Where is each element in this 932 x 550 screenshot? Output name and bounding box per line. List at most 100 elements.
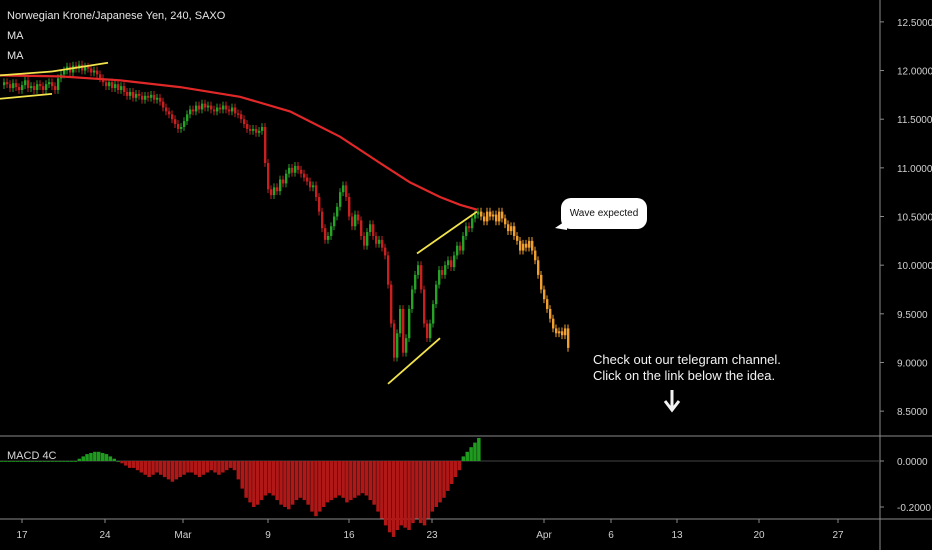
price-candle: [465, 226, 468, 236]
price-candle: [354, 214, 357, 227]
price-candle: [9, 84, 12, 89]
macd-bar: [7, 461, 12, 462]
macd-bar: [89, 452, 93, 461]
macd-bar: [395, 461, 400, 530]
macd-bar: [31, 461, 35, 462]
price-candle: [216, 107, 219, 112]
price-candle: [393, 323, 396, 358]
price-candle: [438, 270, 441, 285]
price-candle: [120, 86, 123, 91]
price-candle: [234, 107, 237, 114]
macd-bar: [65, 461, 70, 462]
macd-bar: [15, 461, 19, 462]
macd-bar: [228, 461, 233, 468]
macd-bar: [434, 461, 438, 507]
macd-bar: [225, 461, 229, 471]
macd-bar: [310, 461, 314, 512]
price-candle: [300, 169, 303, 174]
macd-bar: [461, 456, 466, 461]
ma-legend-1[interactable]: MA: [7, 30, 24, 42]
projection-candle: [498, 211, 501, 222]
projection-candle: [504, 218, 507, 225]
macd-bar: [364, 461, 369, 496]
price-candle: [150, 94, 153, 98]
price-candle: [240, 114, 243, 120]
macd-bar: [306, 461, 310, 505]
price-candle: [48, 82, 51, 85]
price-candle: [192, 109, 195, 112]
price-candle: [357, 214, 360, 221]
macd-bar: [387, 461, 392, 533]
projection-candle: [486, 211, 489, 222]
macd-legend[interactable]: MACD 4C: [7, 450, 57, 462]
projection-candle: [519, 240, 522, 251]
price-candle: [198, 105, 201, 110]
macd-bar: [248, 461, 252, 503]
macd-bar: [93, 451, 97, 461]
macd-bar: [279, 461, 283, 505]
macd-bar: [349, 461, 353, 501]
projection-candle: [528, 240, 531, 248]
macd-bar: [283, 461, 287, 507]
price-candle: [456, 245, 459, 256]
macd-bar: [147, 461, 151, 478]
price-candle: [348, 197, 351, 217]
price-candle: [15, 83, 18, 88]
projection-candle: [522, 243, 525, 251]
price-candle: [405, 338, 408, 353]
price-candle: [27, 80, 30, 89]
price-candle: [6, 82, 9, 85]
price-candle: [297, 165, 300, 170]
projection-candle: [549, 308, 552, 319]
price-candle: [21, 85, 24, 91]
macd-bar: [341, 461, 345, 498]
projection-candle: [489, 211, 492, 217]
price-candle: [195, 105, 198, 112]
macd-bar: [271, 461, 275, 496]
macd-bar: [120, 461, 124, 464]
macd-bar: [376, 461, 380, 512]
macd-bar: [403, 461, 407, 528]
price-candle: [315, 185, 318, 198]
price-candle: [30, 86, 33, 89]
time-tick-label: 24: [99, 530, 111, 541]
moving-average-line: [0, 74, 478, 211]
price-candle: [291, 167, 294, 173]
price-candle: [225, 105, 228, 110]
macd-bar: [318, 461, 322, 512]
price-candle: [387, 255, 390, 285]
projection-candle: [546, 299, 549, 309]
price-candle: [423, 289, 426, 324]
price-candle: [90, 68, 93, 73]
macd-bar: [170, 461, 175, 482]
ma-legend-2[interactable]: MA: [7, 50, 24, 62]
price-candle: [252, 128, 255, 131]
macd-bar: [411, 461, 415, 524]
price-candle: [417, 265, 420, 275]
price-candle: [174, 119, 177, 125]
macd-bar: [11, 461, 16, 462]
macd-bar: [259, 461, 264, 501]
macd-bar: [194, 461, 198, 475]
price-candle: [399, 308, 402, 334]
price-candle: [87, 66, 90, 69]
price-candle: [360, 220, 363, 236]
note-line-2: Click on the link below the idea.: [593, 368, 776, 383]
macd-bar: [213, 461, 217, 473]
macd-bar: [263, 461, 268, 496]
price-tick-label: 8.5000: [897, 407, 928, 418]
price-candle: [276, 187, 279, 192]
macd-bar: [221, 461, 225, 473]
macd-bar: [112, 458, 116, 461]
callout-tail: [555, 220, 567, 230]
price-candle: [99, 74, 102, 79]
price-candle: [342, 185, 345, 193]
macd-bar: [42, 461, 47, 462]
price-candle: [312, 185, 315, 188]
price-candle: [126, 91, 129, 96]
macd-bar: [139, 461, 144, 473]
price-candle: [231, 107, 234, 112]
projection-candle: [552, 318, 555, 329]
